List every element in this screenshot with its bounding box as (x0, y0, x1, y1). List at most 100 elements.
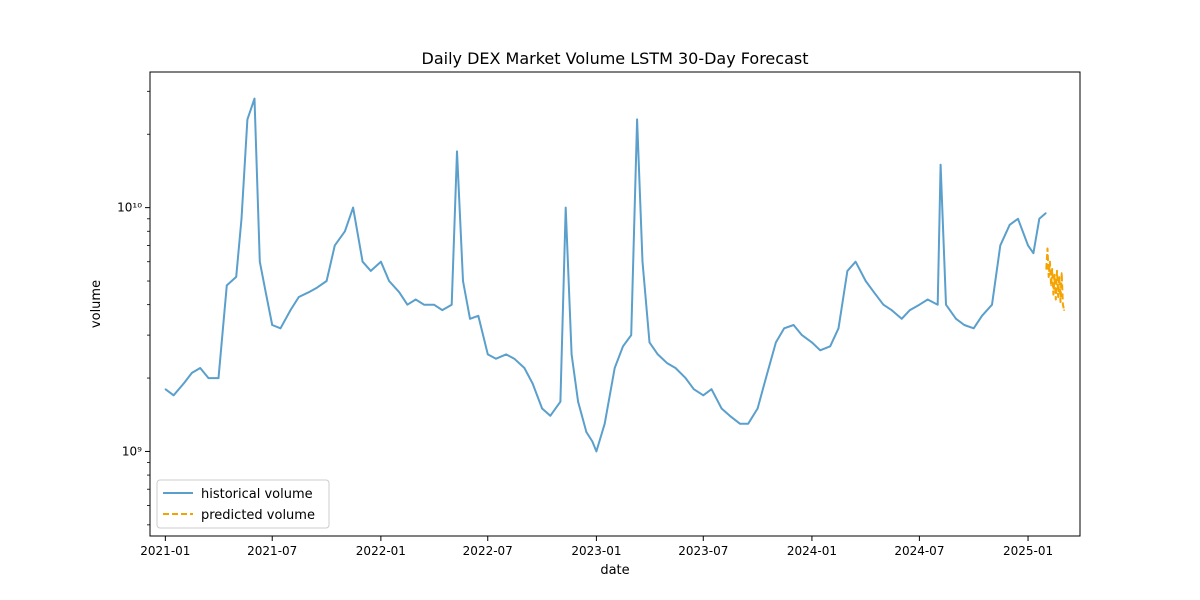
data-point-historical-volume (636, 118, 638, 121)
data-point-historical-volume (926, 298, 929, 301)
data-point-historical-volume (720, 407, 723, 410)
data-point-historical-volume (559, 400, 562, 403)
data-point-historical-volume (1008, 224, 1011, 226)
data-point-historical-volume (854, 260, 857, 263)
data-point-historical-volume (495, 357, 497, 360)
data-point-historical-volume (972, 327, 975, 330)
data-point-historical-volume (648, 341, 651, 344)
data-point-historical-volume (622, 345, 624, 348)
data-point-historical-volume (246, 118, 249, 121)
data-point-historical-volume (739, 422, 741, 425)
data-point-historical-volume (531, 382, 534, 385)
data-point-historical-volume (164, 388, 167, 391)
data-point-historical-volume (684, 377, 687, 379)
data-point-historical-volume (344, 230, 346, 233)
data-point-predicted-volume (1045, 268, 1048, 270)
data-point-historical-volume (657, 353, 659, 356)
data-point-predicted-volume (1050, 284, 1052, 287)
data-point-historical-volume (710, 388, 713, 391)
data-point-historical-volume (630, 334, 632, 336)
data-point-historical-volume (999, 244, 1002, 247)
data-point-predicted-volume (1062, 303, 1064, 306)
data-point-historical-volume (334, 244, 336, 247)
data-point-historical-volume (549, 415, 552, 417)
data-point-historical-volume (775, 341, 777, 344)
data-point-historical-volume (325, 280, 328, 282)
data-point-historical-volume (837, 327, 840, 330)
data-point-historical-volume (811, 341, 813, 344)
data-point-historical-volume (441, 309, 444, 311)
data-point-historical-volume (955, 318, 957, 320)
x-tick-label: 2024-07 (894, 544, 944, 558)
data-point-historical-volume (1045, 212, 1047, 214)
data-point-historical-volume (674, 367, 677, 369)
data-point-historical-volume (298, 296, 300, 298)
data-point-historical-volume (819, 349, 821, 352)
y-tick-label: 10¹⁰ (117, 201, 142, 215)
data-point-historical-volume (1032, 252, 1035, 254)
data-point-historical-volume (991, 303, 993, 306)
x-tick-label: 2021-07 (247, 544, 297, 558)
data-point-predicted-volume (1053, 274, 1056, 276)
data-point-historical-volume (900, 318, 903, 320)
data-point-historical-volume (191, 372, 193, 374)
data-point-historical-volume (603, 422, 606, 425)
x-tick-label: 2021-01 (140, 544, 190, 558)
x-tick-label: 2023-07 (678, 544, 728, 558)
data-point-historical-volume (570, 353, 573, 356)
data-point-historical-volume (829, 345, 831, 348)
data-point-historical-volume (765, 377, 767, 379)
data-point-historical-volume (909, 309, 911, 311)
data-point-predicted-volume (1059, 301, 1062, 303)
legend-label-predicted: predicted volume (201, 508, 315, 523)
data-point-historical-volume (289, 309, 292, 311)
data-point-historical-volume (308, 291, 310, 294)
data-point-historical-volume (1027, 244, 1029, 247)
data-point-historical-volume (469, 318, 471, 320)
data-point-historical-volume (792, 324, 795, 326)
data-point-historical-volume (380, 260, 382, 263)
data-point-historical-volume (279, 327, 282, 330)
data-point-historical-volume (936, 303, 939, 306)
x-tick-label: 2022-07 (463, 544, 513, 558)
data-point-predicted-volume (1060, 272, 1063, 274)
data-point-historical-volume (182, 382, 185, 385)
data-point-historical-volume (240, 218, 243, 220)
data-point-historical-volume (477, 315, 480, 317)
data-point-predicted-volume (1058, 276, 1061, 278)
data-point-historical-volume (253, 97, 256, 100)
legend: historical volume predicted volume (156, 479, 330, 529)
data-point-historical-volume (172, 394, 175, 397)
data-point-historical-volume (523, 367, 526, 369)
data-point-historical-volume (873, 291, 875, 294)
data-point-historical-volume (226, 284, 228, 287)
data-point-historical-volume (433, 303, 435, 306)
data-point-historical-volume (963, 324, 966, 326)
data-point-historical-volume (729, 415, 731, 417)
data-point-predicted-volume (1052, 293, 1055, 296)
x-tick-label: 2025-01 (1003, 544, 1053, 558)
chart-title: Daily DEX Market Volume LSTM 30-Day Fore… (422, 49, 809, 68)
data-point-historical-volume (361, 260, 364, 263)
data-point-predicted-volume (1057, 296, 1059, 298)
data-point-predicted-volume (1049, 260, 1051, 263)
data-point-predicted-volume (1047, 276, 1050, 278)
data-point-historical-volume (487, 353, 489, 356)
data-point-historical-volume (406, 303, 409, 306)
data-point-historical-volume (316, 286, 318, 289)
data-point-historical-volume (450, 303, 453, 306)
data-point-historical-volume (513, 357, 516, 360)
data-point-predicted-volume (1051, 268, 1053, 270)
data-point-predicted-volume (1063, 309, 1065, 311)
data-point-historical-volume (398, 291, 401, 294)
data-point-historical-volume (541, 407, 543, 410)
y-axis-label: volume (89, 280, 104, 328)
data-point-historical-volume (271, 324, 274, 326)
legend-box (156, 479, 330, 529)
data-point-historical-volume (939, 163, 942, 166)
data-point-historical-volume (918, 303, 921, 306)
series-layer (164, 97, 1066, 453)
data-point-historical-volume (1038, 218, 1041, 220)
data-point-historical-volume (1017, 218, 1019, 220)
